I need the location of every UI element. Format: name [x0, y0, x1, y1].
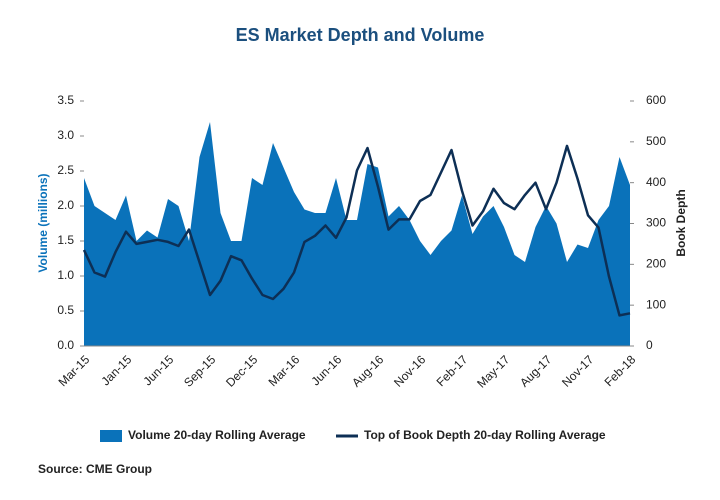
- y2-axis-title: Book Depth: [674, 189, 688, 256]
- x-tick-label: Dec-15: [223, 352, 260, 389]
- x-tick-label: Feb-18: [602, 352, 639, 389]
- x-tick-label: May-17: [474, 352, 512, 390]
- volume-area: [84, 122, 630, 346]
- y-tick-label: 1.0: [57, 268, 74, 282]
- y2-tick-label: 0: [646, 338, 653, 352]
- chart-title: ES Market Depth and Volume: [236, 25, 485, 45]
- y2-tick-label: 200: [646, 257, 666, 271]
- depth-line: [82, 144, 631, 317]
- legend-label: Top of Book Depth 20-day Rolling Average: [364, 428, 606, 442]
- y2-tick-label: 500: [646, 134, 666, 148]
- y-tick-label: 0.0: [57, 338, 74, 352]
- x-tick-label: Aug-16: [349, 352, 386, 389]
- x-tick-label: Sep-15: [181, 352, 218, 389]
- y-tick-label: 1.5: [57, 233, 74, 247]
- legend-swatch: [100, 430, 122, 442]
- y2-tick-label: 600: [646, 93, 666, 107]
- y-tick-label: 3.5: [57, 93, 74, 107]
- x-tick-label: Mar-16: [266, 352, 303, 389]
- y-axis-title: Volume (millions): [36, 173, 50, 272]
- x-tick-label: Nov-16: [391, 352, 428, 389]
- x-tick-label: Nov-17: [559, 352, 596, 389]
- x-tick-label: Aug-17: [517, 352, 554, 389]
- x-tick-label: Mar-15: [56, 352, 93, 389]
- x-tick-label: Jan-15: [99, 352, 135, 388]
- legend-label: Volume 20-day Rolling Average: [128, 428, 306, 442]
- x-tick-label: Feb-17: [434, 352, 471, 389]
- x-tick-label: Jun-16: [309, 352, 345, 388]
- y-tick-label: 2.0: [57, 198, 74, 212]
- y-tick-label: 0.5: [57, 303, 74, 317]
- y2-tick-label: 300: [646, 216, 666, 230]
- y-tick-label: 2.5: [57, 163, 74, 177]
- y2-tick-label: 100: [646, 297, 666, 311]
- y2-tick-label: 400: [646, 175, 666, 189]
- source: Source: CME Group: [38, 462, 152, 476]
- x-tick-label: Jun-15: [141, 352, 177, 388]
- y-tick-label: 3.0: [57, 128, 74, 142]
